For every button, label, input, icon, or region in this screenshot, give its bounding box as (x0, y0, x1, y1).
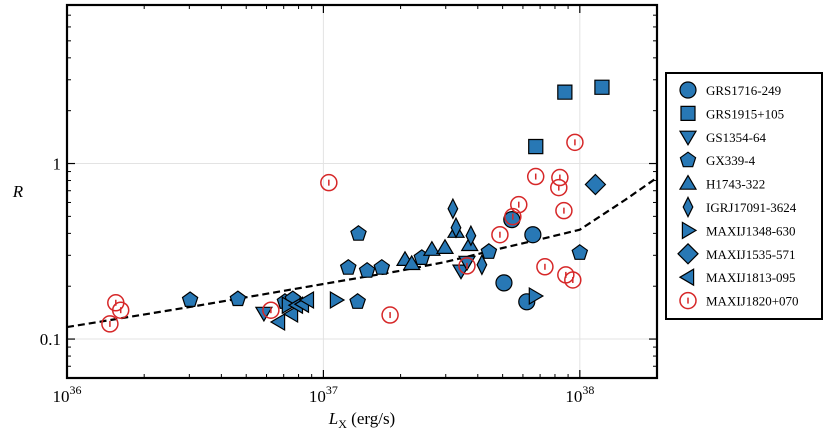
marker (536, 258, 554, 276)
marker (679, 151, 697, 168)
x-axis-label-sub: X (338, 417, 347, 431)
marker (584, 173, 607, 196)
marker (262, 301, 280, 319)
marker (402, 254, 421, 271)
legend-label: MAXIJ1348-630 (706, 223, 796, 238)
marker (566, 133, 584, 152)
x-tick-exp: 36 (70, 383, 82, 397)
marker (677, 242, 699, 265)
marker (350, 225, 367, 241)
legend-label: MAXIJ1820+070 (706, 294, 799, 309)
x-axis-label-unit: (erg/s) (347, 409, 395, 428)
marker (680, 105, 696, 121)
x-tick-label: 1036 (53, 383, 82, 406)
marker (524, 226, 542, 244)
marker (422, 240, 441, 256)
marker (101, 315, 119, 333)
marker-ring (320, 173, 338, 192)
fit-curve (66, 176, 658, 329)
marker (320, 173, 338, 192)
marker-ring (536, 258, 554, 276)
marker (678, 130, 698, 146)
marker (491, 225, 509, 244)
marker-ring (491, 225, 509, 244)
legend: GRS1716-249 GRS1915+105 GS1354-64 GX339-4 H1… (665, 72, 823, 320)
marker (557, 84, 573, 100)
plot-frame (65, 3, 659, 380)
marker (181, 291, 199, 307)
marker (476, 253, 488, 276)
marker (465, 224, 477, 247)
marker (555, 201, 573, 220)
x-axis-label: LX (erg/s) (328, 409, 395, 431)
marker (678, 174, 698, 190)
x-axis-label-main: L (328, 409, 338, 428)
marker (551, 168, 569, 187)
marker (528, 286, 545, 306)
marker (504, 207, 522, 226)
marker-ring (550, 178, 568, 197)
marker (339, 258, 357, 275)
marker-ring (111, 301, 130, 319)
marker (679, 81, 697, 99)
marker (495, 274, 513, 292)
x-tick-label: 1038 (565, 383, 594, 406)
marker (229, 290, 247, 307)
marker (450, 216, 462, 239)
x-tick-base: 10 (565, 387, 582, 406)
marker (269, 312, 286, 332)
x-tick-base: 10 (309, 387, 326, 406)
legend-label: GX339-4 (706, 153, 756, 168)
y-axis-label: R (12, 182, 24, 201)
marker-ring (262, 301, 280, 319)
legend-label: IGRJ17091-3624 (706, 200, 797, 215)
marker (526, 167, 545, 186)
marker-ring (679, 291, 697, 310)
marker (298, 290, 315, 310)
legend-label: MAXIJ1813-095 (706, 270, 796, 285)
marker-ring (381, 306, 399, 324)
x-tick-base: 10 (53, 387, 70, 406)
marker (358, 261, 376, 278)
legend-label: GS1354-64 (706, 130, 766, 145)
marker (435, 238, 455, 254)
marker (111, 301, 130, 319)
marker (681, 221, 698, 240)
legend-label: MAXIJ1535-571 (706, 247, 796, 262)
legend-label: GRS1915+105 (706, 106, 784, 121)
marker (571, 244, 589, 260)
legend-label: H1743-322 (706, 177, 765, 192)
marker-ring (504, 207, 522, 226)
x-tick-label: 1037 (309, 383, 338, 406)
marker-ring (101, 315, 119, 333)
marker-ring (555, 201, 573, 220)
marker-ring (510, 195, 528, 214)
y-tick-label: 1 (53, 155, 62, 174)
marker (381, 306, 399, 324)
x-tick-exp: 37 (326, 383, 338, 397)
marker (480, 243, 498, 259)
y-tick-label: 0.1 (40, 330, 61, 349)
marker-ring (566, 133, 584, 152)
marker (282, 304, 299, 324)
marker-ring (526, 167, 545, 186)
marker (679, 291, 697, 310)
legend-label: GRS1716-249 (706, 83, 781, 98)
marker-ring (564, 271, 582, 289)
marker (594, 79, 610, 95)
marker-ring (458, 257, 476, 275)
marker (373, 258, 391, 275)
marker (682, 196, 694, 218)
marker (349, 293, 367, 309)
marker (528, 138, 544, 155)
x-tick-exp: 38 (582, 383, 594, 397)
marker (678, 268, 695, 287)
marker-ring (551, 168, 569, 187)
marker (329, 290, 346, 310)
marker (447, 197, 459, 220)
marker (510, 195, 528, 214)
marker (458, 257, 476, 275)
marker (564, 271, 582, 289)
